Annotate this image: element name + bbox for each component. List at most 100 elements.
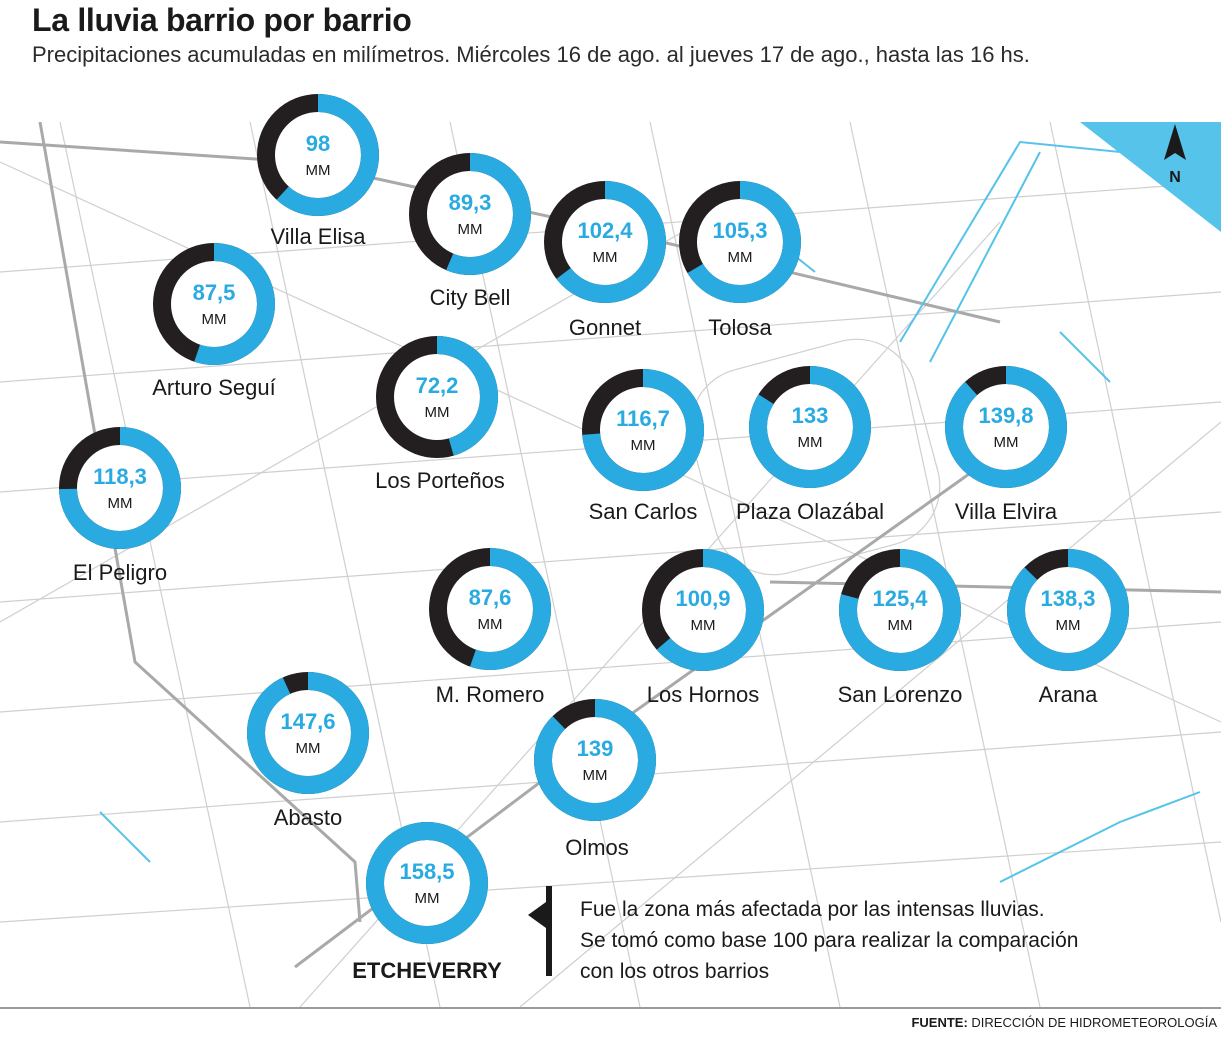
source-label: FUENTE: [911, 1015, 968, 1030]
category-label: Arana [1039, 682, 1098, 707]
donut-group: 158,5 MM ETCHEVERRY [352, 822, 502, 983]
value-label: 100,9 [675, 586, 730, 611]
map-background: N [0, 121, 1221, 1008]
category-label: City Bell [430, 285, 511, 310]
category-label: Tolosa [708, 315, 772, 340]
donut-group: 102,4 MM Gonnet [544, 181, 666, 340]
donut-value-arc [749, 366, 871, 488]
category-label: San Lorenzo [838, 682, 963, 707]
donut-value-arc [945, 366, 1067, 488]
footer-divider [0, 1007, 1221, 1009]
donut-value-arc [642, 549, 764, 671]
unit-label: MM [691, 617, 716, 634]
value-label: 105,3 [712, 218, 767, 243]
unit-label: MM [478, 616, 503, 633]
value-label: 139 [577, 736, 614, 761]
donut-value-arc [429, 548, 551, 670]
donut-value-arc [1007, 549, 1129, 671]
north-label: N [1169, 169, 1181, 186]
donut-group: 133 MM Plaza Olazábal [736, 366, 884, 524]
donut-group: 87,5 MM Arturo Seguí [152, 243, 276, 400]
donut-value-arc [582, 369, 704, 491]
value-label: 138,3 [1040, 586, 1095, 611]
donut-group: 125,4 MM San Lorenzo [838, 549, 963, 707]
value-label: 133 [792, 403, 829, 428]
value-label: 87,5 [193, 280, 236, 305]
unit-label: MM [296, 740, 321, 757]
donut-value-arc [409, 153, 531, 275]
donut-group: 147,6 MM Abasto [247, 672, 369, 830]
category-label: M. Romero [436, 682, 545, 707]
unit-label: MM [994, 434, 1019, 451]
annotation-line: con los otros barrios [580, 960, 770, 983]
donut-group: 100,9 MM Los Hornos [642, 549, 764, 707]
category-label: ETCHEVERRY [352, 958, 502, 983]
donut-group: 138,3 MM Arana [1007, 549, 1129, 707]
category-label: Los Hornos [647, 682, 760, 707]
category-label: Abasto [274, 805, 343, 830]
donut-group: 105,3 MM Tolosa [679, 181, 801, 340]
unit-label: MM [583, 767, 608, 784]
donut-group: 139 MM Olmos [534, 699, 656, 860]
source-text: DIRECCIÓN DE HIDROMETEOROLOGÍA [971, 1015, 1217, 1030]
value-label: 87,6 [469, 585, 512, 610]
value-label: 139,8 [978, 403, 1033, 428]
unit-label: MM [798, 434, 823, 451]
north-arrow-icon [1164, 124, 1186, 160]
donut-group: 116,7 MM San Carlos [582, 369, 704, 524]
unit-label: MM [415, 890, 440, 907]
page-title: La lluvia barrio por barrio [32, 2, 412, 38]
unit-label: MM [888, 617, 913, 634]
category-label: El Peligro [73, 560, 167, 585]
donut-value-arc [679, 181, 801, 303]
donut-value-arc [376, 336, 498, 458]
donut-group: 118,3 MM El Peligro [59, 427, 181, 585]
donut-value-arc [366, 822, 488, 944]
donut-group: 139,8 MM Villa Elvira [945, 366, 1067, 524]
category-label: San Carlos [589, 499, 698, 524]
value-label: 98 [306, 131, 330, 156]
category-label: Los Porteños [375, 468, 505, 493]
annotation-line: Se tomó como base 100 para realizar la c… [580, 929, 1079, 952]
unit-label: MM [306, 162, 331, 179]
donut-group: 89,3 MM City Bell [409, 153, 531, 310]
value-label: 102,4 [577, 218, 633, 243]
unit-label: MM [1056, 617, 1081, 634]
unit-label: MM [108, 495, 133, 512]
unit-label: MM [458, 221, 483, 238]
base-marker-icon [528, 886, 552, 976]
donut-value-arc [153, 243, 275, 365]
donut-value-arc [257, 94, 379, 216]
map-area: N [0, 121, 1221, 1008]
category-label: Plaza Olazábal [736, 499, 884, 524]
value-label: 125,4 [872, 586, 928, 611]
donut-value-arc [247, 672, 369, 794]
value-label: 147,6 [280, 709, 335, 734]
donut-group: 98 MM Villa Elisa [257, 94, 379, 249]
unit-label: MM [425, 404, 450, 421]
donut-value-arc [534, 699, 656, 821]
annotation-line: Fue la zona más afectada por las intensa… [580, 898, 1045, 921]
north-arrow: N [1164, 124, 1186, 186]
category-label: Gonnet [569, 315, 641, 340]
donut-group: 87,6 MM M. Romero [429, 548, 551, 707]
category-label: Villa Elisa [271, 224, 367, 249]
page-subtitle: Precipitaciones acumuladas en milímetros… [32, 42, 1030, 67]
source-credit: FUENTE: DIRECCIÓN DE HIDROMETEOROLOGÍA [911, 1015, 1217, 1030]
value-label: 89,3 [449, 190, 492, 215]
donut-group: 72,2 MM Los Porteños [375, 336, 505, 493]
donut-chart: 98 MM Villa Elisa 89,3 MM City Bell 102,4 MM Gon… [59, 94, 1129, 983]
value-label: 118,3 [93, 464, 147, 489]
category-label: Villa Elvira [955, 499, 1058, 524]
unit-label: MM [728, 249, 753, 266]
unit-label: MM [593, 249, 618, 266]
donut-value-arc [544, 181, 666, 303]
roads-layer [0, 121, 1221, 1008]
value-label: 72,2 [416, 373, 459, 398]
unit-label: MM [631, 437, 656, 454]
donut-value-arc [839, 549, 961, 671]
category-label: Olmos [565, 835, 629, 860]
unit-label: MM [202, 311, 227, 328]
category-label: Arturo Seguí [152, 375, 276, 400]
donut-value-arc [59, 427, 181, 549]
